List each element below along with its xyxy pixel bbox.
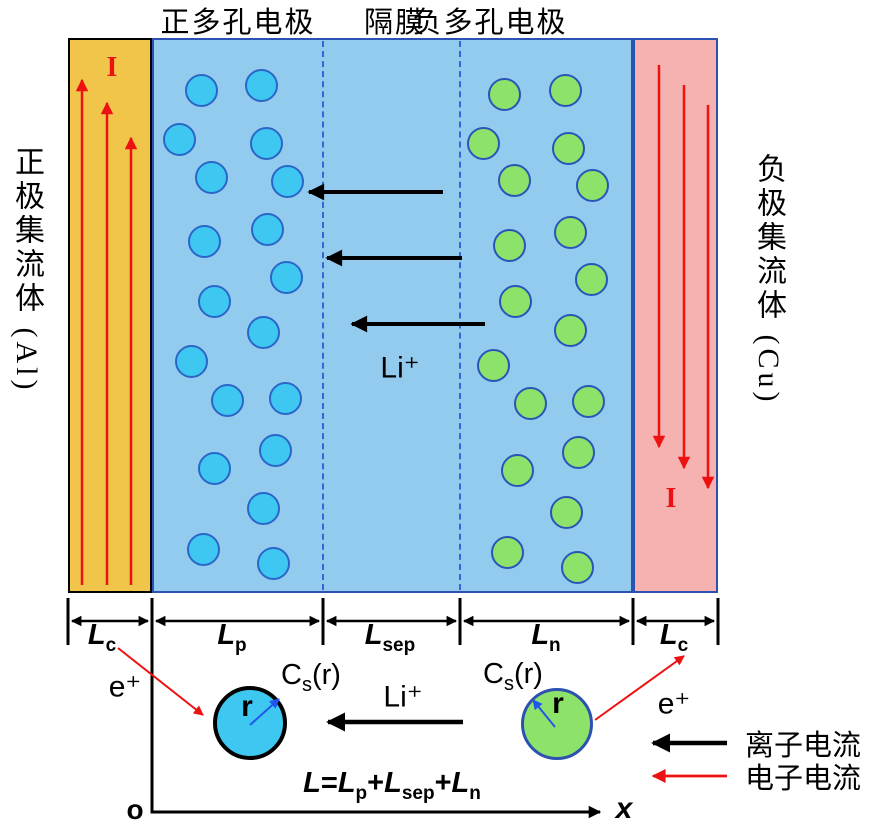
label-separator: 隔膜 [363, 7, 427, 39]
dim-sub: sep [382, 634, 416, 656]
axis-x-label: x [615, 792, 633, 822]
formula-L: L [303, 767, 321, 800]
radius-label-negative: r [552, 687, 564, 720]
formula-Ln: L [451, 767, 470, 800]
dimension-label-Lc-right: Lc [660, 619, 688, 657]
separator-left-boundary [322, 41, 324, 590]
positive-collector-region [68, 38, 152, 593]
label-negative-current-collector: 负极集流体 (Cu) [752, 153, 785, 406]
formula-plus: + [367, 767, 385, 800]
current-symbol-right: I [665, 483, 677, 514]
formula-Lp-sub: p [355, 782, 368, 804]
current-symbol-left: I [106, 52, 118, 83]
dimension-label-Lp: Lp [217, 619, 246, 657]
cs-base: C [483, 658, 504, 691]
label-positive-current-collector: 正极集流体 (Al) [10, 146, 43, 394]
dim-sub: p [235, 634, 247, 656]
dimension-label-Lsep: Lsep [365, 619, 415, 657]
dim-base: L [659, 619, 678, 652]
li-ion-label: Li⁺ [380, 351, 420, 385]
concentration-label-negative: Cs(r) [483, 658, 543, 696]
dim-sub: c [677, 634, 689, 656]
cs-arg: (r) [513, 658, 543, 691]
dim-base: L [364, 619, 383, 652]
label-positive-porous-electrode: 正多孔电极 [160, 7, 316, 39]
formula-Ln-sub: n [469, 782, 481, 804]
formula-eq: = [320, 767, 338, 800]
dim-sub: n [549, 634, 561, 656]
negative-collector-region [633, 38, 718, 593]
dim-base: L [87, 619, 106, 652]
dim-base: L [217, 619, 236, 652]
label-negative-porous-electrode: 负多孔电极 [412, 7, 568, 39]
formula-Lsep: L [384, 767, 402, 800]
cs-base: C [281, 659, 302, 692]
electron-label-left: e⁺ [108, 670, 142, 704]
dimension-label-Ln: Ln [531, 619, 560, 657]
separator-right-boundary [459, 41, 461, 590]
electron-label-right: e⁺ [657, 687, 691, 721]
axis-origin-label: o [126, 794, 144, 822]
legend-electron-current-label: 电子电流 [745, 763, 862, 795]
formula-plus: + [434, 767, 452, 800]
legend-ion-current-label: 离子电流 [745, 730, 862, 762]
formula-Lsep-sub: sep [401, 782, 435, 804]
cs-sub: s [503, 672, 514, 695]
cs-arg: (r) [311, 659, 341, 692]
dim-base: L [531, 619, 550, 652]
electrode-and-separator-region [152, 38, 633, 593]
concentration-label-positive: Cs(r) [281, 659, 341, 697]
formula-Lp: L [337, 767, 356, 800]
radius-label-positive: r [241, 690, 253, 723]
dim-sub: c [105, 634, 117, 656]
cs-sub: s [301, 673, 312, 696]
dimension-label-Lc-left: Lc [88, 619, 116, 657]
li-ion-label-bottom: Li⁺ [383, 680, 423, 714]
length-formula: L=Lp+Lsep+Ln [303, 767, 481, 805]
